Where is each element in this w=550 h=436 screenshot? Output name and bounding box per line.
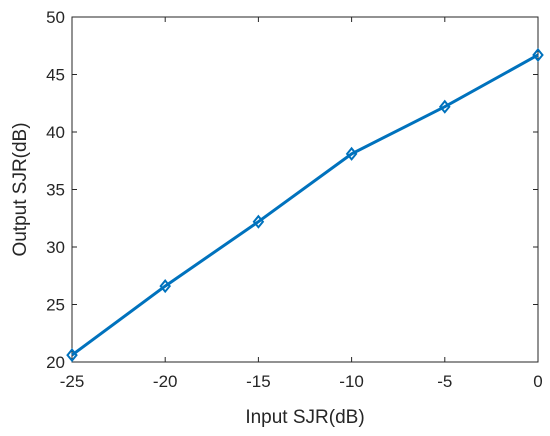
x-tick-label: 0: [533, 372, 542, 391]
x-tick-label: -5: [437, 372, 452, 391]
y-tick-label: 45: [46, 66, 65, 85]
data-point-marker: [66, 348, 78, 363]
data-point-marker: [439, 99, 451, 114]
data-point-marker: [345, 146, 358, 161]
tick-marks: [71, 16, 539, 363]
x-tick-label: -15: [246, 372, 271, 391]
y-tick-labels: 20 25 30 35 40 45 50: [46, 8, 65, 372]
y-tick-label: 35: [46, 181, 65, 200]
data-point-marker: [159, 279, 171, 294]
series-line: [71, 53, 539, 357]
x-axis-label: Input SJR(dB): [245, 407, 364, 428]
y-tick-label: 25: [46, 296, 65, 315]
y-axis-label: Output SJR(dB): [10, 122, 31, 256]
series-layer: [66, 47, 544, 363]
data-point-marker: [532, 47, 544, 63]
x-tick-label: -20: [153, 372, 178, 391]
x-tick-label: -25: [60, 372, 85, 391]
data-point-marker: [252, 214, 265, 229]
y-tick-label: 30: [46, 238, 65, 257]
x-tick-labels: -25 -20 -15 -10 -5 0: [60, 372, 543, 391]
x-tick-label: -10: [339, 372, 364, 391]
y-tick-label: 40: [46, 123, 65, 142]
y-tick-label: 50: [46, 8, 65, 27]
y-tick-label: 20: [46, 353, 65, 372]
